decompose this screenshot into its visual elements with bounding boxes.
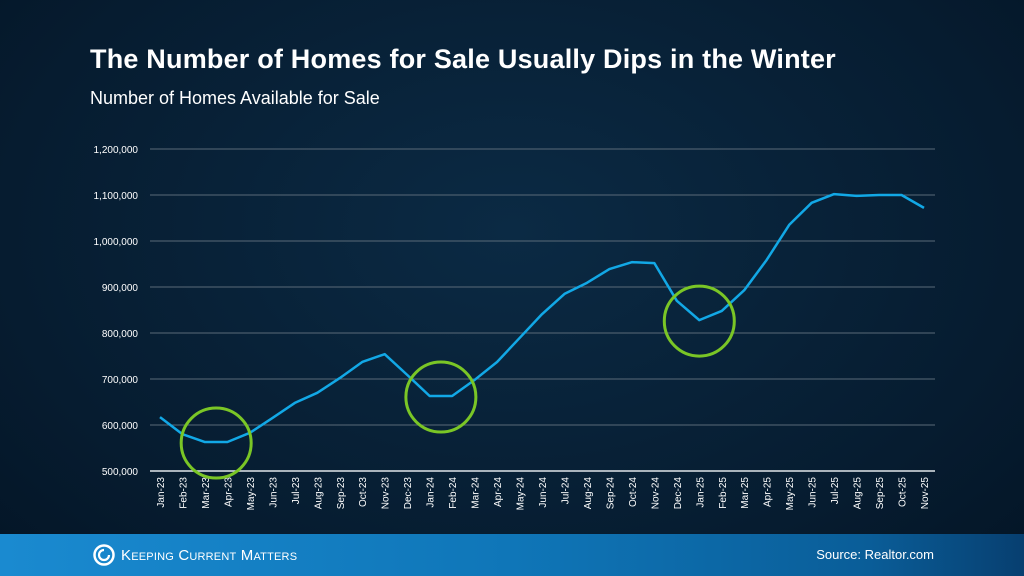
x-tick-label: Nov-25: [920, 477, 931, 510]
x-tick-label: May-25: [785, 477, 796, 511]
x-tick-label: Oct-23: [358, 477, 369, 507]
x-tick-label: Aug-24: [583, 477, 594, 510]
source-note: Source: Realtor.com: [816, 547, 934, 562]
x-tick-label: Nov-24: [650, 477, 661, 510]
dip-highlight-circle: [179, 406, 253, 480]
x-tick-label: Sep-23: [336, 477, 347, 510]
x-tick-label: Jun-23: [268, 477, 279, 508]
x-tick-label: Jul-24: [560, 477, 571, 505]
x-tick-label: Apr-24: [493, 477, 504, 507]
x-tick-label: Jan-23: [156, 477, 167, 508]
dip-highlight-circle: [662, 284, 736, 358]
x-tick-label: Feb-24: [448, 477, 459, 509]
x-tick-label: Feb-25: [718, 477, 729, 509]
y-tick-label: 500,000: [102, 467, 139, 478]
brand-name: Keeping Current Matters: [121, 546, 298, 564]
y-tick-label: 800,000: [102, 329, 139, 340]
x-tick-label: Oct-25: [898, 477, 909, 507]
brand-logo: Keeping Current Matters: [93, 544, 297, 566]
x-tick-label: Dec-24: [673, 477, 684, 510]
x-tick-label: Apr-23: [223, 477, 234, 507]
x-tick-label: Feb-23: [178, 477, 189, 509]
x-tick-label: Mar-24: [471, 477, 482, 509]
x-tick-label: Oct-24: [628, 477, 639, 507]
x-tick-label: Sep-25: [875, 477, 886, 510]
x-tick-label: Aug-25: [853, 477, 864, 510]
y-tick-label: 1,000,000: [94, 237, 139, 248]
y-tick-label: 900,000: [102, 283, 139, 294]
x-tick-label: Jan-25: [695, 477, 706, 508]
swirl-logo-icon: [93, 544, 115, 566]
dip-highlight-circle: [404, 360, 478, 434]
chart-title: The Number of Homes for Sale Usually Dip…: [90, 44, 836, 74]
x-tick-label: Mar-25: [740, 477, 751, 509]
y-tick-label: 700,000: [102, 375, 139, 386]
series-line: [159, 192, 925, 444]
line-chart: 500,000 600,000 700,000 800,000 900,000 1,000…: [94, 145, 935, 511]
y-tick-label: 1,200,000: [94, 145, 139, 156]
x-tick-label: Jul-25: [830, 477, 841, 505]
x-tick-label: Nov-23: [381, 477, 392, 510]
y-tick-label: 1,100,000: [94, 191, 139, 202]
y-tick-label: 600,000: [102, 421, 139, 432]
x-tick-label: May-23: [246, 477, 257, 511]
x-tick-label: Jun-24: [538, 477, 549, 508]
x-tick-label: Mar-23: [201, 477, 212, 509]
x-tick-label: Jan-24: [426, 477, 437, 508]
x-tick-label: Sep-24: [605, 477, 616, 510]
x-tick-label: Jul-23: [291, 477, 302, 505]
x-tick-label: Dec-23: [403, 477, 414, 510]
x-tick-label: May-24: [516, 477, 527, 511]
footer-bar: Keeping Current Matters Source: Realtor.…: [0, 534, 1024, 576]
x-tick-label: Aug-23: [313, 477, 324, 510]
x-tick-label: Apr-25: [763, 477, 774, 507]
chart-subtitle: Number of Homes Available for Sale: [90, 88, 380, 108]
x-tick-label: Jun-25: [808, 477, 819, 508]
